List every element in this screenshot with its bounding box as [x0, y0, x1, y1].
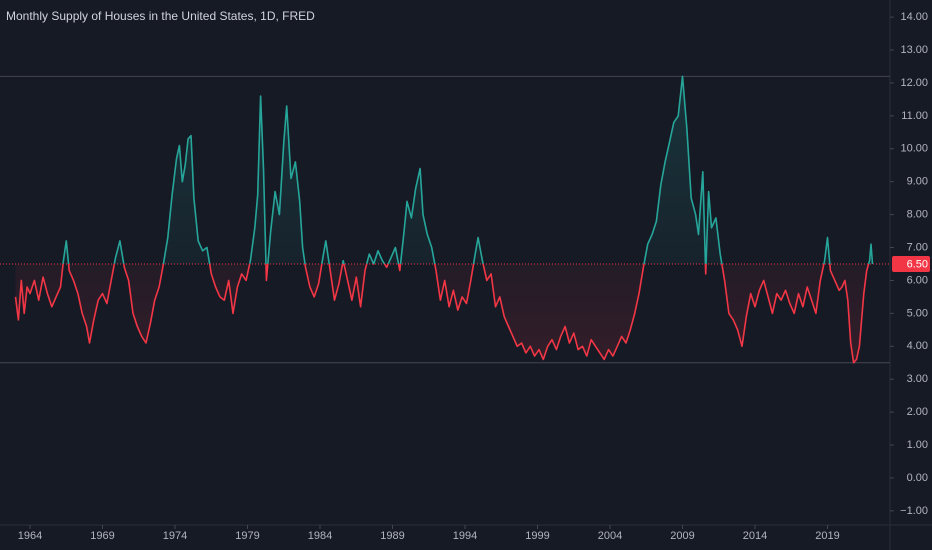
y-tick-label: 4.00: [907, 340, 928, 352]
y-tick-label: 7.00: [907, 241, 928, 253]
y-tick-label: 10.00: [900, 143, 928, 155]
x-tick-label: 1999: [525, 530, 549, 542]
y-tick-label: 12.00: [900, 77, 928, 89]
last-value-label: 6.50: [907, 258, 928, 270]
y-tick-label: 14.00: [900, 11, 928, 23]
x-tick-label: 1974: [163, 530, 187, 542]
x-tick-label: 2014: [743, 530, 767, 542]
y-tick-label: 6.00: [907, 274, 928, 286]
last-value-badge: [892, 255, 930, 272]
y-tick-label: 3.00: [907, 373, 928, 385]
x-tick-label: 1979: [235, 530, 259, 542]
x-tick-label: 1964: [18, 530, 42, 542]
series-line: [14, 75, 874, 364]
x-tick-label: 1969: [90, 530, 114, 542]
y-tick-label: −1.00: [900, 505, 928, 517]
x-tick-label: 2004: [598, 530, 622, 542]
chart-title: Monthly Supply of Houses in the United S…: [6, 9, 315, 23]
x-tick-label: 2019: [815, 530, 839, 542]
y-tick-label: 11.00: [901, 110, 928, 122]
x-tick-label: 1989: [380, 530, 404, 542]
x-tick-label: 2009: [670, 530, 694, 542]
y-tick-label: 1.00: [907, 439, 928, 451]
x-tick-label: 1994: [453, 530, 477, 542]
y-tick-label: 0.00: [907, 472, 928, 484]
x-tick-label: 1984: [308, 530, 332, 542]
baseline-fill: [15, 76, 873, 363]
y-tick-label: 8.00: [907, 209, 928, 221]
y-tick-label: 5.00: [907, 307, 928, 319]
y-tick-label: 2.00: [907, 406, 928, 418]
y-tick-label: 9.00: [907, 176, 928, 188]
y-tick-label: 13.00: [900, 44, 928, 56]
